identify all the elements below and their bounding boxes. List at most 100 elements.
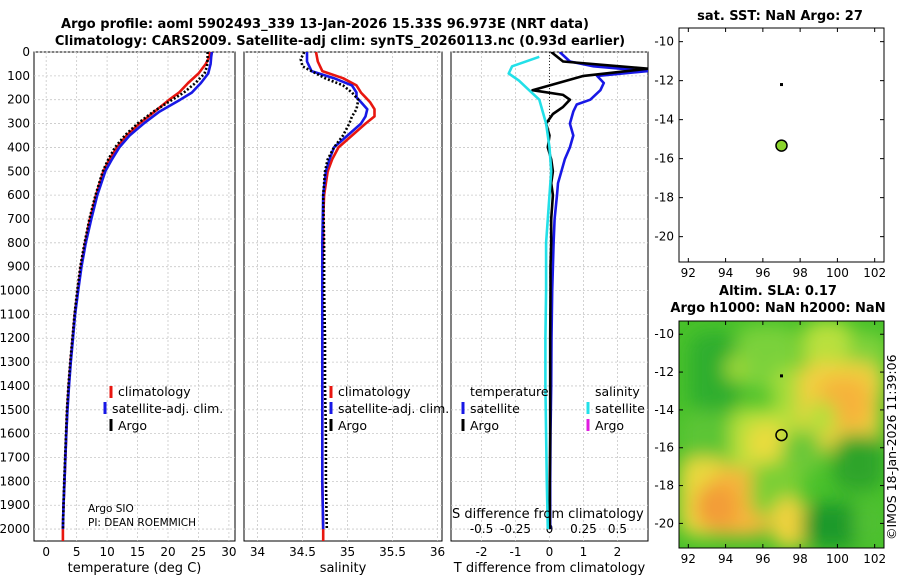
depth-tick-label: 900 bbox=[7, 260, 30, 274]
salinity-x-tick-label: 35.5 bbox=[379, 545, 406, 559]
heatmap-cell bbox=[695, 484, 737, 530]
s-diff-tick-label: 0.25 bbox=[570, 522, 597, 536]
sla_map-x-tick-label: 92 bbox=[681, 552, 696, 566]
legend-climatology-label: climatology bbox=[118, 384, 191, 399]
sla_map-x-tick-label: 98 bbox=[792, 552, 807, 566]
temperature-line-satellite-adj--clim- bbox=[61, 52, 214, 530]
temperature-x-tick-label: 20 bbox=[160, 545, 175, 559]
diff-legend-salinity: salinity satellite Argo bbox=[586, 384, 645, 433]
temperature-panel: 0100200300400500600700800900100011001200… bbox=[0, 45, 237, 576]
heatmap-cell bbox=[853, 498, 884, 548]
depth-tick-label: 1500 bbox=[0, 403, 30, 417]
depth-tick-label: 0 bbox=[22, 45, 30, 59]
sla_map-x-tick-label: 102 bbox=[863, 552, 886, 566]
sla_map-y-tick-label: -18 bbox=[654, 479, 674, 493]
depth-tick-label: 1700 bbox=[0, 451, 30, 465]
header-line1: Argo profile: aoml 5902493_339 13-Jan-20… bbox=[61, 17, 589, 32]
depth-tick-label: 1100 bbox=[0, 307, 30, 321]
difference-panel: -2 -1 0 1 2 T difference from climatology -0.5… bbox=[450, 51, 649, 576]
depth-tick-label: 300 bbox=[7, 117, 30, 131]
heatmap-cell bbox=[746, 423, 788, 465]
difference-line-satellite--temperature- bbox=[548, 52, 648, 530]
salinity-axes-box bbox=[243, 51, 443, 542]
sst_map-frame bbox=[678, 27, 885, 263]
sla_map-profile-location-marker bbox=[775, 428, 788, 442]
depth-tick-label: 500 bbox=[7, 164, 30, 178]
heatmap-cell bbox=[771, 498, 809, 548]
annotation-pi: PI: DEAN ROEMMICH bbox=[88, 517, 196, 529]
sla-map-panel: 92 94 96 98 100 102 -10 -12 -14 -16 -18 -20 bbox=[654, 320, 886, 566]
heatmap-cell bbox=[802, 321, 854, 371]
sst_map-y-tick-label: -12 bbox=[654, 74, 674, 88]
heatmap-field bbox=[679, 321, 884, 548]
sal-legend-argo-label: Argo bbox=[338, 418, 367, 433]
sst_map-y-tick-label: -14 bbox=[654, 113, 674, 127]
difference-x-tick-label: -1 bbox=[510, 545, 522, 559]
s-diff-tick-label: -0.25 bbox=[500, 522, 531, 536]
sst-map-panel: 92 94 96 98 100 102 -10 -12 -14 -16 -18 -20 bbox=[654, 27, 886, 280]
sst_map-y-tick-label: -18 bbox=[654, 191, 674, 205]
sla-map-title-line2: Argo h1000: NaN h2000: NaN bbox=[670, 301, 885, 316]
temperature-series-group bbox=[61, 52, 214, 541]
depth-tick-label: 1000 bbox=[0, 284, 30, 298]
legend-satellite-label: satellite-adj. clim. bbox=[112, 401, 223, 416]
depth-tick-label: 1600 bbox=[0, 427, 30, 441]
temperature-x-tick-label: 5 bbox=[73, 545, 81, 559]
sla-map-title-line1: Altim. SLA: 0.17 bbox=[719, 284, 837, 299]
header-line2: Climatology: CARS2009. Satellite-adj cli… bbox=[55, 34, 625, 49]
temperature-x-tick-label: 0 bbox=[42, 545, 50, 559]
salinity-x-axis-label: salinity bbox=[320, 561, 367, 576]
difference-series-group bbox=[507, 52, 648, 530]
depth-tick-label: 100 bbox=[7, 69, 30, 83]
diff-legend-temperature: temperature satellite Argo bbox=[461, 384, 549, 433]
s-diff-tick-label: -0.5 bbox=[470, 522, 493, 536]
temperature-x-tick-label: 30 bbox=[221, 545, 236, 559]
sla_map-y-tick-label: -10 bbox=[654, 327, 674, 341]
diff-legend-sal-satellite-label: satellite bbox=[595, 401, 645, 416]
depth-tick-label: 1200 bbox=[0, 331, 30, 345]
difference-x-tick-label: -2 bbox=[476, 545, 488, 559]
sla_map-float-track-dot bbox=[780, 374, 783, 378]
salinity-legend: climatology satellite-adj. clim. Argo bbox=[329, 384, 449, 433]
sla_map-x-tick-label: 94 bbox=[718, 552, 733, 566]
sst_map-float-track-dot bbox=[780, 83, 783, 87]
temperature-x-tick-label: 25 bbox=[191, 545, 206, 559]
sla_map-y-tick-label: -16 bbox=[654, 441, 674, 455]
sst-map-title: sat. SST: NaN Argo: 27 bbox=[697, 9, 863, 24]
sst_map-x-tick-label: 102 bbox=[863, 266, 886, 280]
sal-legend-satellite-label: satellite-adj. clim. bbox=[338, 401, 449, 416]
difference-line-satellite--salinity- bbox=[507, 55, 553, 530]
sst_map-x-tick-label: 96 bbox=[755, 266, 770, 280]
depth-tick-label: 800 bbox=[7, 236, 30, 250]
sla_map-y-tick-label: -12 bbox=[654, 365, 674, 379]
sst_map-x-tick-label: 92 bbox=[681, 266, 696, 280]
sst_map-profile-location-marker bbox=[775, 139, 788, 152]
depth-tick-label: 1900 bbox=[0, 498, 30, 512]
sst_map-y-tick-label: -10 bbox=[654, 35, 674, 49]
heatmap-cell bbox=[689, 332, 741, 412]
sla_map-y-tick-label: -20 bbox=[654, 516, 674, 530]
s-diff-tick-label: 0.5 bbox=[608, 522, 627, 536]
difference-x-tick-label: 2 bbox=[614, 545, 622, 559]
difference-x-tick-label: 1 bbox=[580, 545, 588, 559]
annotation-argo-sio: Argo SIO bbox=[88, 503, 134, 515]
depth-tick-label: 1400 bbox=[0, 379, 30, 393]
depth-tick-label: 1300 bbox=[0, 355, 30, 369]
salinity-x-tick-label: 35 bbox=[340, 545, 355, 559]
sla_map-frame bbox=[678, 320, 885, 549]
diff-legend-temp-title: temperature bbox=[470, 384, 549, 399]
sst_map-y-tick-label: -16 bbox=[654, 152, 674, 166]
sst_map-y-tick-label: -20 bbox=[654, 230, 674, 244]
heatmap-cell bbox=[806, 400, 837, 435]
sst_map-x-tick-label: 100 bbox=[826, 266, 849, 280]
depth-tick-label: 1800 bbox=[0, 474, 30, 488]
heatmap-cell bbox=[802, 502, 864, 548]
temperature-x-axis-label: temperature (deg C) bbox=[68, 561, 202, 576]
temperature-axes-box bbox=[33, 51, 236, 542]
sla-heatmap bbox=[679, 321, 884, 548]
sal-legend-climatology-label: climatology bbox=[338, 384, 411, 399]
sla_map-x-tick-label: 96 bbox=[755, 552, 770, 566]
diff-legend-temp-satellite-label: satellite bbox=[470, 401, 520, 416]
salinity-x-tick-label: 34.5 bbox=[289, 545, 316, 559]
